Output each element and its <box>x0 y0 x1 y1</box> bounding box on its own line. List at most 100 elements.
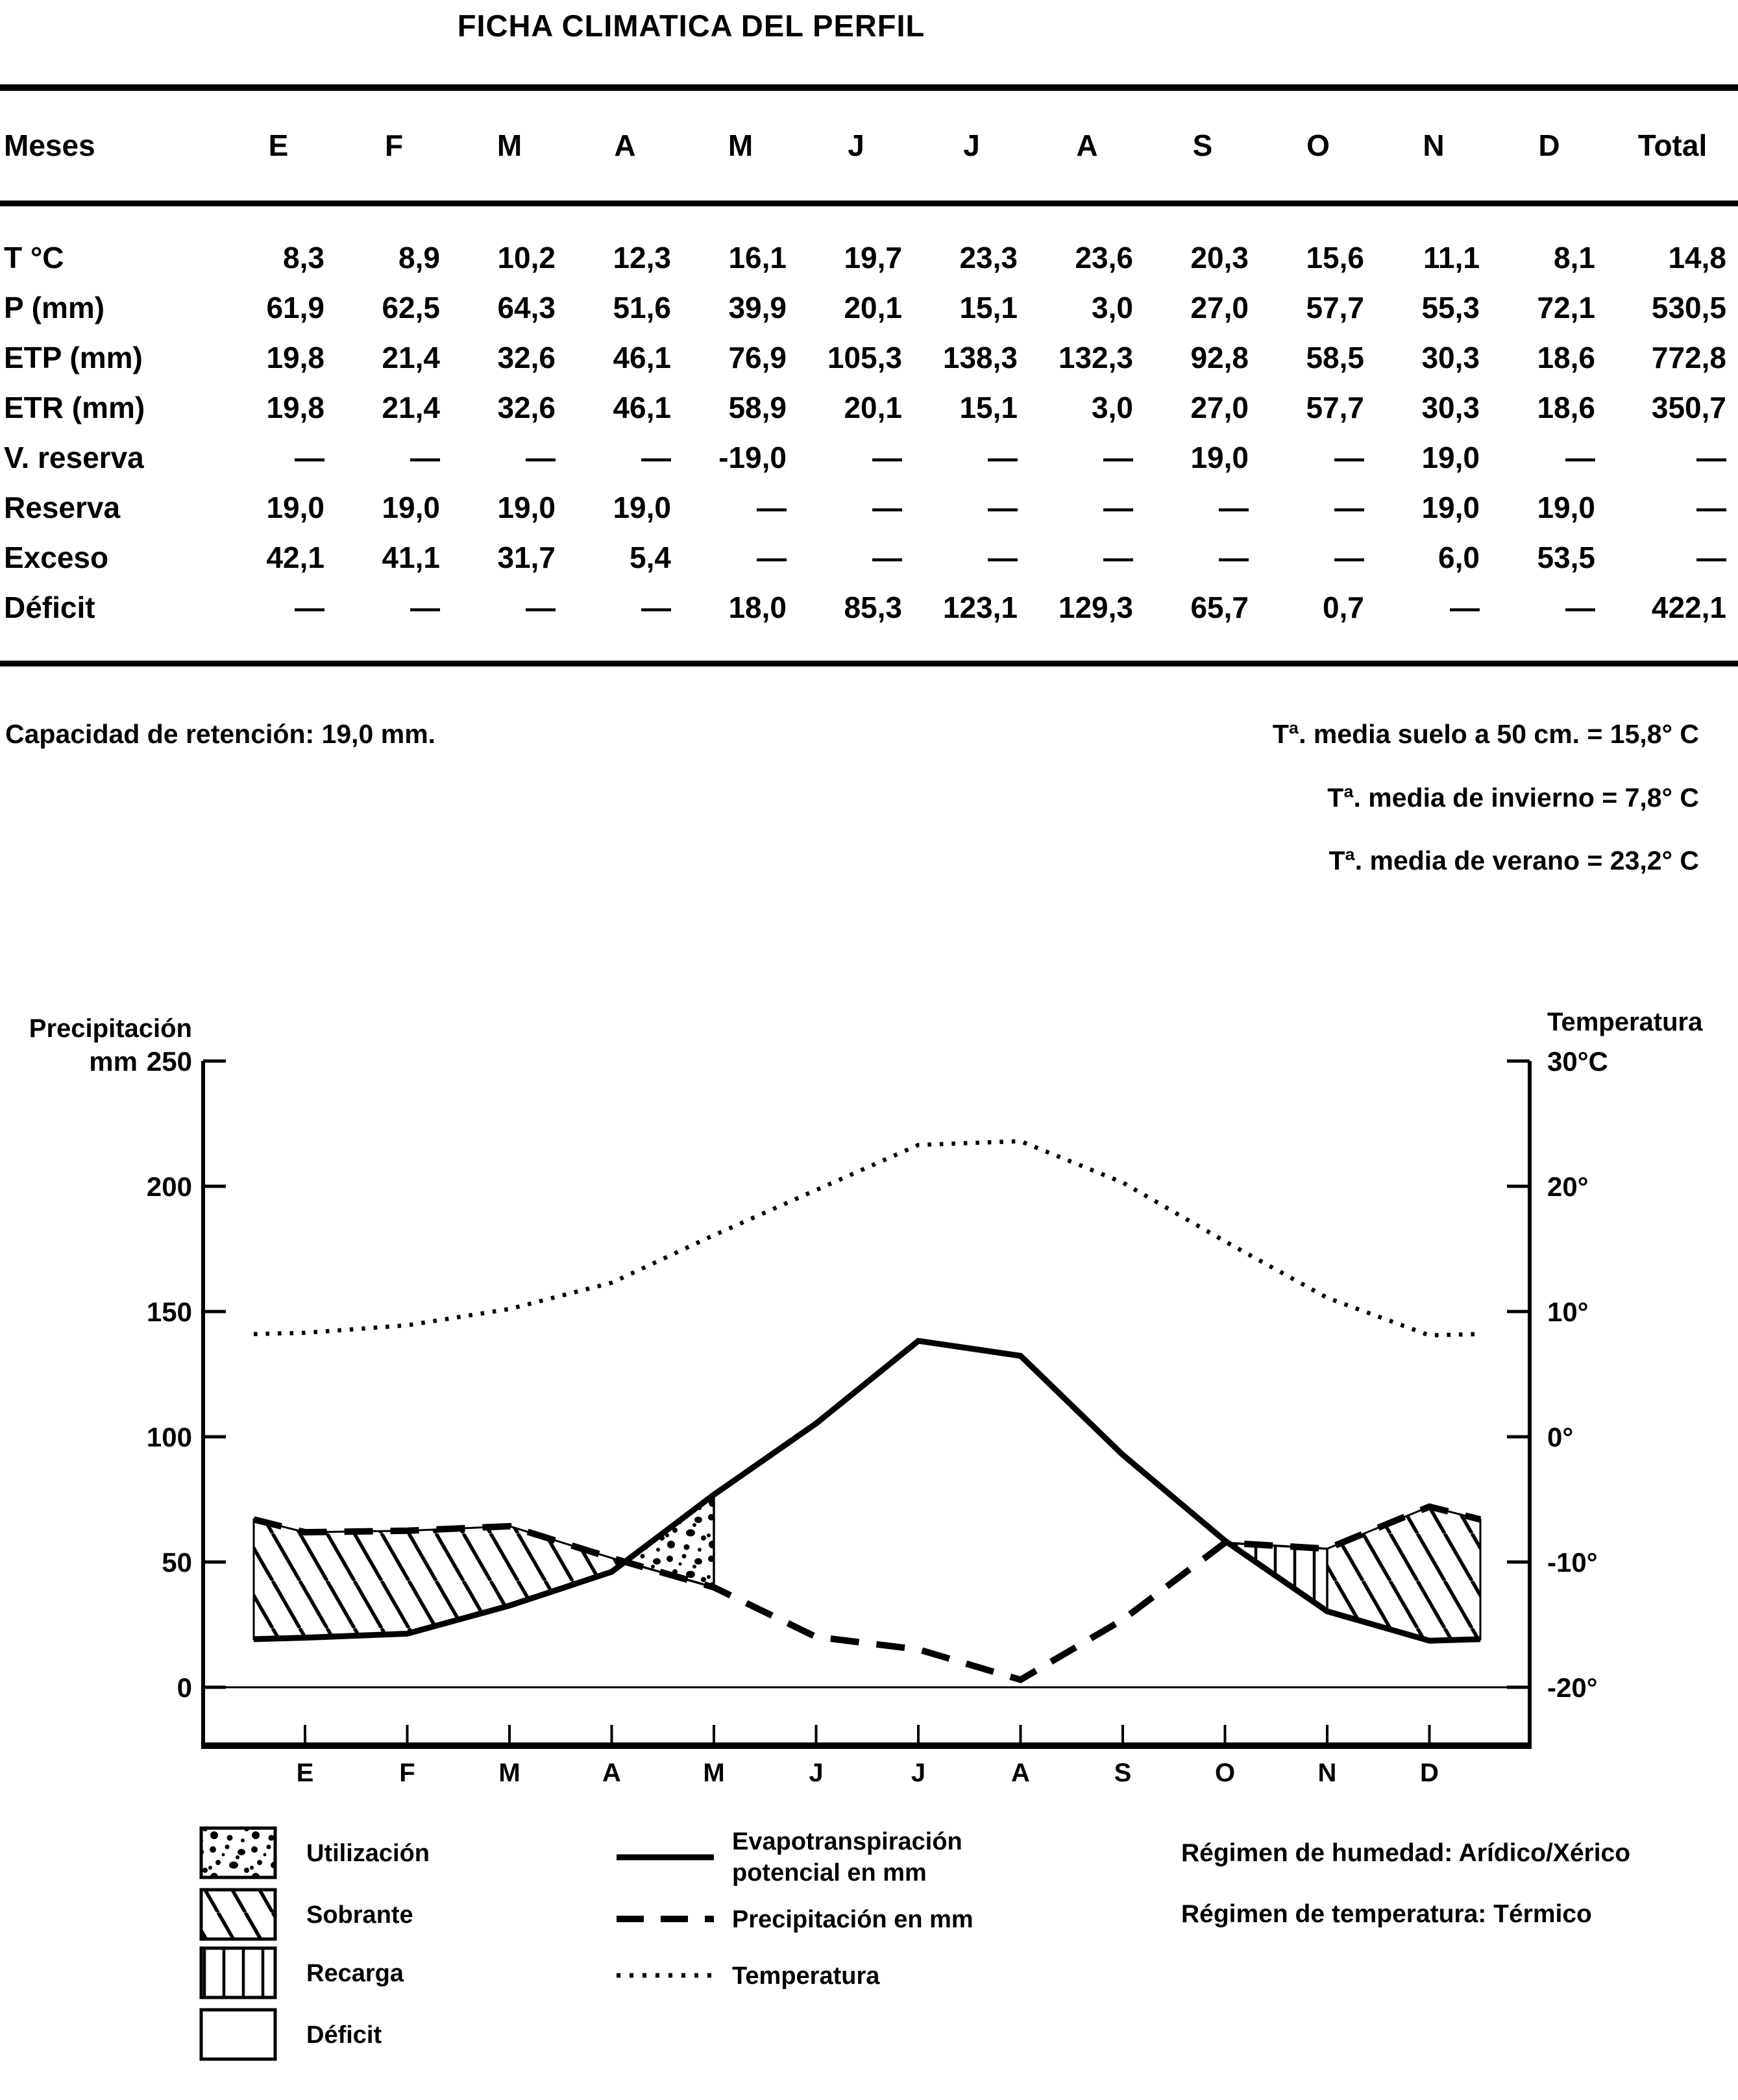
table-cell: — <box>1334 540 1364 574</box>
month-label: A <box>602 1759 621 1787</box>
table-cell: 62,5 <box>382 290 440 324</box>
table-cell: 20,1 <box>844 290 902 324</box>
row-label: ETP (mm) <box>4 340 143 374</box>
row-label: Reserva <box>4 490 121 524</box>
table-cell: 57,7 <box>1306 290 1364 324</box>
regime-name: Régimen de humedad: <box>1181 1839 1459 1867</box>
right-axis-tick-label: 30°C <box>1547 1046 1608 1077</box>
table-cell: — <box>757 490 787 524</box>
table-header-col: N <box>1423 128 1445 163</box>
table-cell: 19,0 <box>382 490 440 524</box>
table-cell: — <box>526 440 556 474</box>
climograph-chart: 250 200 150 100 50 0 Precipitación mm 30°C 20° 10°… <box>29 1012 1703 2061</box>
month-label: N <box>1318 1759 1337 1787</box>
table-cell: 27,0 <box>1190 290 1249 324</box>
table-cell: 5,4 <box>630 540 671 574</box>
table-cell: 61,9 <box>266 290 324 324</box>
table-cell: 46,1 <box>613 340 671 374</box>
table-cell: 19,8 <box>266 390 324 424</box>
left-axis-tick-label: 50 <box>162 1547 192 1578</box>
summer-temp-note: Tª. media de verano = 23,2° C <box>1328 846 1700 875</box>
table-header-row: Meses E F M A M J J A S O N D Total <box>0 88 1738 203</box>
table-cell: 138,3 <box>942 340 1018 374</box>
table-cell: 21,4 <box>382 340 440 374</box>
regime-value: Arídico/Xérico <box>1459 1839 1630 1867</box>
table-cell: 58,9 <box>728 390 787 424</box>
table-row: ETP (mm) 19,8 21,4 32,6 46,1 76,9 105,3 138,3 13… <box>0 332 1738 382</box>
table-cell: 39,9 <box>728 290 787 324</box>
table-cell: 19,0 <box>1190 440 1249 474</box>
table-cell: 129,3 <box>1058 590 1133 624</box>
table-cell: — <box>872 440 902 474</box>
table-cell: — <box>872 490 902 524</box>
table-cell: — <box>1565 440 1595 474</box>
table-cell: — <box>988 540 1018 574</box>
table-header-col: S <box>1192 128 1213 163</box>
legend-line-label: Evapotranspiración <box>732 1828 962 1855</box>
table-header-meses: Meses <box>4 128 95 163</box>
table-cell: — <box>1219 540 1249 574</box>
row-label: Déficit <box>4 590 95 624</box>
legend-area-label: Utilización <box>306 1840 430 1867</box>
table-cell: — <box>641 590 671 624</box>
table-cell: 772,8 <box>1651 340 1726 374</box>
table-cell: 21,4 <box>382 390 440 424</box>
page-title: FICHA CLIMATICA DEL PERFIL <box>457 8 925 43</box>
climate-table: Meses E F M A M J J A S O N D Total T °C 8,3 8,9 10,2 12,… <box>0 84 1738 666</box>
legend-swatch-diagonal-hatch <box>199 1888 277 1941</box>
month-label: A <box>1011 1759 1030 1787</box>
table-cell: 350,7 <box>1651 390 1726 424</box>
table-cell: 42,1 <box>266 540 324 574</box>
table-cell: 32,6 <box>497 340 556 374</box>
table-header-col: O <box>1306 128 1330 163</box>
table-cell: 18,6 <box>1537 390 1595 424</box>
table-cell: — <box>410 590 440 624</box>
table-header-col: J <box>963 128 980 163</box>
table-cell: 46,1 <box>613 390 671 424</box>
table-cell: 3,0 <box>1092 390 1133 424</box>
table-cell: — <box>526 590 556 624</box>
regime-value: Térmico <box>1493 1900 1592 1928</box>
regime-name: Régimen de temperatura: <box>1181 1900 1493 1928</box>
table-cell: 23,3 <box>959 240 1018 275</box>
table-header-col: D <box>1538 128 1560 163</box>
table-header-col: A <box>614 128 636 163</box>
table-cell: 23,6 <box>1075 240 1133 275</box>
table-cell: 20,3 <box>1190 240 1249 275</box>
precipitation-line <box>252 1503 1482 1683</box>
right-axis-tick-label: 20° <box>1547 1171 1589 1202</box>
table-cell: 20,1 <box>844 390 902 424</box>
left-axis-tick-label: 150 <box>147 1297 192 1327</box>
table-cell: 18,0 <box>728 590 787 624</box>
table-cell: 15,1 <box>959 390 1018 424</box>
table-cell: 55,3 <box>1421 290 1480 324</box>
table-header-col: M <box>496 128 522 163</box>
winter-temp-note: Tª. media de invierno = 7,8° C <box>1327 783 1699 812</box>
soil-temp-note: Tª. media suelo a 50 cm. = 15,8° C <box>1272 719 1699 749</box>
table-row: Déficit — — — — 18,0 85,3 123,1 129,3 65,7 0,7 — — 42… <box>0 582 1738 632</box>
legend-swatch-none <box>199 2008 277 2061</box>
row-label: ETR (mm) <box>4 390 145 424</box>
table-cell: 27,0 <box>1190 390 1249 424</box>
row-label: P (mm) <box>4 290 105 324</box>
table-header-col: J <box>848 128 864 163</box>
table-cell: 6,0 <box>1438 540 1480 574</box>
table-cell: 19,0 <box>1421 490 1480 524</box>
right-axis-tick-label: -10° <box>1547 1547 1598 1578</box>
table-cell: — <box>1696 440 1726 474</box>
table-cell: — <box>1565 590 1595 624</box>
table-cell: 92,8 <box>1190 340 1249 374</box>
legend-swatch-stipple <box>199 1826 277 1879</box>
table-cell: -19,0 <box>718 440 787 474</box>
table-cell: 105,3 <box>827 340 902 374</box>
table-cell: 12,3 <box>613 240 671 275</box>
table-cell: 58,5 <box>1306 340 1364 374</box>
regime-label: Régimen de humedad: Arídico/Xérico <box>1181 1839 1630 1867</box>
table-cell: — <box>1334 490 1364 524</box>
table-cell: 32,6 <box>497 390 556 424</box>
left-axis-tick-label: 0 <box>177 1672 192 1703</box>
table-header-col: Total <box>1637 128 1707 163</box>
table-cell: — <box>1103 490 1133 524</box>
legend-line-label: Precipitación en mm <box>732 1906 973 1933</box>
table-cell: 14,8 <box>1668 240 1726 275</box>
